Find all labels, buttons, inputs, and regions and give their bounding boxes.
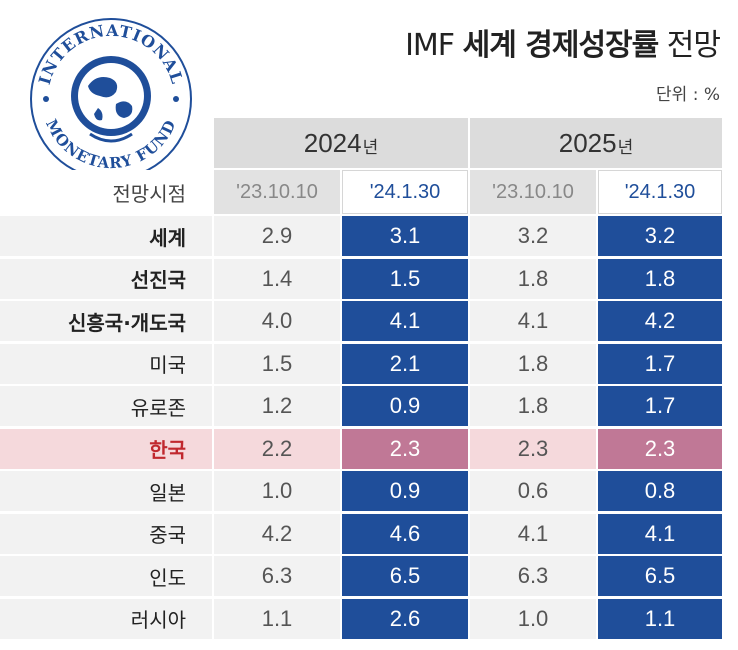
value-cell: 1.8 (470, 258, 596, 299)
forecast-date-row: 전망시점 '23.10.10 '24.1.30 '23.10.10 '24.1.… (0, 170, 738, 214)
row-label: 선진국 (0, 258, 212, 299)
value-cell: 4.2 (598, 301, 722, 341)
forecast-date-cell: '24.1.30 (342, 170, 468, 214)
value-cell: 4.0 (214, 301, 340, 341)
value-cell: 1.1 (214, 598, 340, 639)
value-cell: 0.6 (470, 471, 596, 511)
table-row: 일본 1.0 0.9 0.6 0.8 (0, 471, 738, 511)
chart-title: IMF 세계 경제성장률 전망 (405, 20, 721, 64)
value-cell: 0.8 (598, 471, 722, 511)
value-cell: 3.2 (598, 216, 722, 256)
value-cell: 2.9 (214, 216, 340, 256)
value-cell: 2.3 (470, 428, 596, 469)
value-cell: 1.8 (598, 258, 722, 299)
value-cell: 0.9 (342, 471, 468, 511)
row-label: 인도 (0, 556, 212, 596)
row-label: 한국 (0, 428, 212, 469)
value-cell: 4.6 (342, 513, 468, 554)
value-cell: 4.1 (470, 513, 596, 554)
value-cell: 6.3 (214, 556, 340, 596)
forecast-date-cell: '23.10.10 (470, 170, 596, 214)
value-cell: 4.1 (598, 513, 722, 554)
title-prefix: IMF (405, 28, 463, 63)
row-label: 유로존 (0, 386, 212, 426)
value-cell: 1.0 (214, 471, 340, 511)
table-row: 신흥국·개도국 4.0 4.1 4.1 4.2 (0, 301, 738, 341)
row-label: 미국 (0, 343, 212, 384)
value-cell: 6.3 (470, 556, 596, 596)
value-cell: 6.5 (598, 556, 722, 596)
value-cell: 2.1 (342, 343, 468, 384)
value-cell: 0.9 (342, 386, 468, 426)
value-cell: 2.3 (342, 428, 468, 469)
title-bold: 세계 경제성장률 (462, 28, 660, 63)
table-row: 미국 1.5 2.1 1.8 1.7 (0, 343, 738, 384)
table-row: 유로존 1.2 0.9 1.8 1.7 (0, 386, 738, 426)
table-row: 한국 2.2 2.3 2.3 2.3 (0, 428, 738, 469)
year-suffix: 년 (617, 137, 634, 158)
forecast-date-label: 전망시점 (0, 170, 212, 214)
value-cell: 2.3 (598, 428, 722, 469)
row-label: 중국 (0, 513, 212, 554)
row-label: 세계 (0, 216, 212, 256)
value-cell: 4.1 (342, 301, 468, 341)
imf-logo: INTERNATIONAL MONETARY FUND (30, 18, 192, 180)
row-label: 러시아 (0, 598, 212, 639)
row-label: 일본 (0, 471, 212, 511)
value-cell: 4.2 (214, 513, 340, 554)
value-cell: 4.1 (470, 301, 596, 341)
forecast-date-cell: '24.1.30 (598, 170, 722, 214)
value-cell: 1.5 (342, 258, 468, 299)
value-cell: 1.8 (470, 343, 596, 384)
year-header-row: 2024 년 2025 년 (0, 118, 738, 168)
value-cell: 2.2 (214, 428, 340, 469)
value-cell: 2.6 (342, 598, 468, 639)
title-suffix: 전망 (658, 28, 721, 63)
value-cell: 1.2 (214, 386, 340, 426)
year-header-2024: 2024 년 (214, 118, 468, 168)
unit-label: 단위 : % (656, 85, 720, 105)
value-cell: 1.0 (470, 598, 596, 639)
table-row: 선진국 1.4 1.5 1.8 1.8 (0, 258, 738, 299)
value-cell: 6.5 (342, 556, 468, 596)
table-row: 러시아 1.1 2.6 1.0 1.1 (0, 598, 738, 639)
value-cell: 1.4 (214, 258, 340, 299)
value-cell: 3.1 (342, 216, 468, 256)
value-cell: 3.2 (470, 216, 596, 256)
row-label: 신흥국·개도국 (0, 301, 212, 341)
table-row: 중국 4.2 4.6 4.1 4.1 (0, 513, 738, 554)
year-2025: 2025 (558, 127, 617, 158)
forecast-date-cell: '23.10.10 (214, 170, 340, 214)
value-cell: 1.7 (598, 343, 722, 384)
value-cell: 1.5 (214, 343, 340, 384)
table-row: 인도 6.3 6.5 6.3 6.5 (0, 556, 738, 596)
table-row: 세계 2.9 3.1 3.2 3.2 (0, 216, 738, 256)
year-header-2025: 2025 년 (470, 118, 722, 168)
year-suffix: 년 (362, 137, 379, 158)
value-cell: 1.8 (470, 386, 596, 426)
year-2024: 2024 (303, 127, 362, 158)
value-cell: 1.1 (598, 598, 722, 639)
value-cell: 1.7 (598, 386, 722, 426)
